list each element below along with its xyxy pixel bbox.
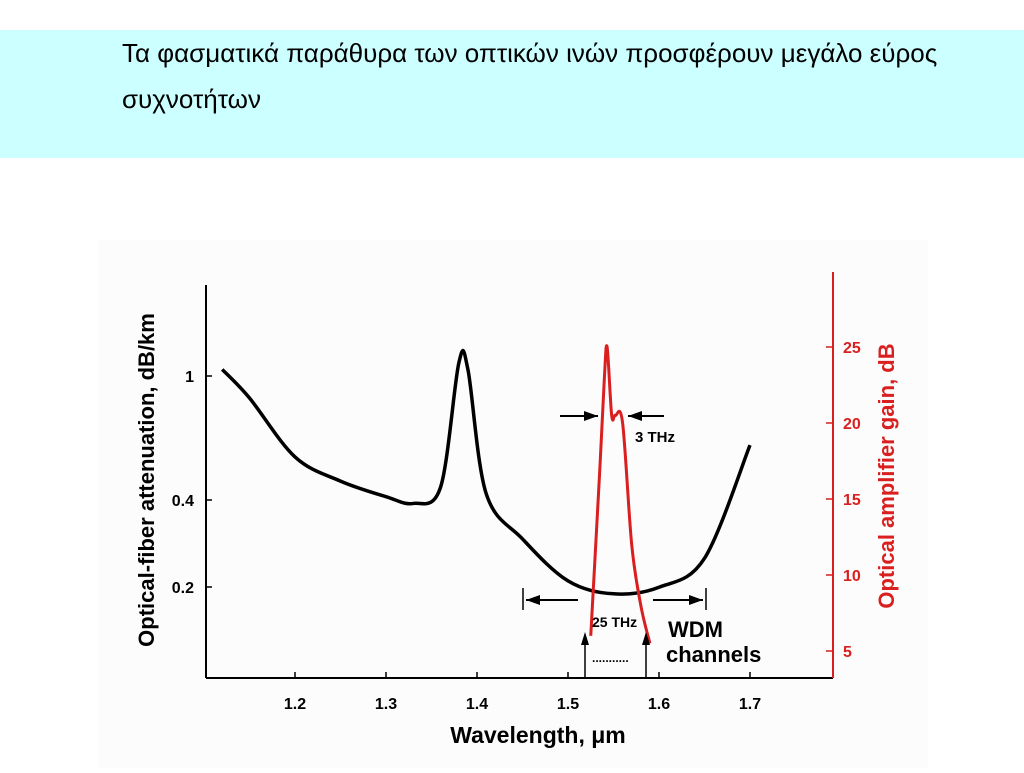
wdm-arrow-head xyxy=(581,632,589,645)
amplifier-gain-curve xyxy=(589,344,652,644)
x-axis-title: Wavelength, μm xyxy=(450,722,626,748)
y-right-tick-label: 20 xyxy=(843,416,861,433)
x-tick-label: 1.3 xyxy=(375,696,397,713)
x-tick-label: 1.5 xyxy=(557,696,579,713)
x-tick-label: 1.4 xyxy=(466,696,488,713)
y-right-tick-label: 5 xyxy=(843,644,852,661)
wdm-label: WDM xyxy=(668,617,723,642)
wdm-arrow-head xyxy=(642,632,650,645)
curves xyxy=(220,344,752,644)
y-left-tick-label: 0.2 xyxy=(172,580,194,597)
y-right-tick-label: 10 xyxy=(843,568,861,585)
title-band xyxy=(0,30,1024,158)
y-left-axis-title: Optical-fiber attenuation, dB/km xyxy=(134,313,159,647)
3thz-right-arrow-head xyxy=(628,411,642,421)
x-tick-label: 1.2 xyxy=(284,696,306,713)
attenuation-curve xyxy=(220,348,752,596)
y-left-tick-label: 0.4 xyxy=(172,493,194,510)
25thz-label: 25 THz xyxy=(592,614,637,630)
ticks: 1.2 1.3 1.4 1.5 1.6 1.7 1 0.4 0.2 25 20 15 10 5 Wavele… xyxy=(134,313,899,748)
wdm-dots: ........... xyxy=(592,651,629,665)
attenuation-gain-chart: 1.2 1.3 1.4 1.5 1.6 1.7 1 0.4 0.2 25 20 15 10 5 Wavele… xyxy=(134,272,899,748)
slide-title: Τα φασματικά παράθυρα των οπτικών ινών π… xyxy=(122,38,938,114)
figure-panel: 1.2 1.3 1.4 1.5 1.6 1.7 1 0.4 0.2 25 20 15 10 5 Wavele… xyxy=(98,240,928,768)
y-right-tick-label: 15 xyxy=(843,492,861,509)
x-tick-label: 1.6 xyxy=(648,696,670,713)
channels-label: channels xyxy=(666,642,761,667)
x-tick-label: 1.7 xyxy=(739,696,761,713)
25thz-left-arrow-head xyxy=(526,595,540,605)
y-right-axis-title: Optical amplifier gain, dB xyxy=(874,343,899,608)
y-left-tick-label: 1 xyxy=(185,369,194,386)
3thz-label: 3 THz xyxy=(635,429,675,446)
25thz-right-arrow-head xyxy=(689,595,703,605)
3thz-left-arrow-head xyxy=(584,411,598,421)
y-right-tick-label: 25 xyxy=(843,340,861,357)
axes xyxy=(205,272,834,679)
